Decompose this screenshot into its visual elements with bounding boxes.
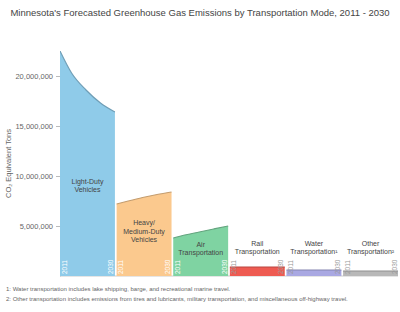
series-label-line: Transportation [178,249,223,257]
series-label-line: Air [196,241,205,248]
y-tick: 15,000,000 [15,122,60,131]
area-top-line [117,192,172,204]
x-tick-label: 2030 [164,259,171,274]
plot-marks [60,51,398,276]
x-tick-label: 2011 [61,260,68,274]
chart-svg: Minnesota's Forecasted Greenhouse Gas Em… [0,0,400,312]
series-label: RailTransportation [235,240,280,257]
y-tick-label: 5,000,000 [20,222,53,231]
y-axis-title: CO₂ Equivalent Tons [4,129,13,198]
series-label-line: Vehicles [74,186,101,193]
x-tick-label: 2030 [391,259,398,274]
series-label-line: Light-Duty [72,178,104,186]
x-tick-label: 2030 [334,259,341,274]
x-tick-label: 2030 [277,259,284,274]
series-label: WaterTransportation¹ [290,240,338,257]
area [117,192,172,276]
series-label-line: Transportation [235,248,280,256]
series-label-line: Rail [251,240,264,247]
x-tick-label: 2030 [221,259,228,274]
series-label-line: Water [305,240,324,247]
x-tick-label: 2030 [107,259,114,274]
y-tick: 20,000,000 [15,72,60,81]
y-tick-label: 20,000,000 [15,72,53,81]
y-tick: 10,000,000 [15,172,60,181]
series-label: AirTransportation [178,241,223,258]
y-axis: 5,000,000 10,000,000 15,000,000 20,000,000 [15,52,60,277]
plot-texts: Light-DutyVehicles20112030Heavy/Medium-D… [61,178,398,275]
x-tick-label: 2011 [344,260,351,274]
series-label: OtherTransportation² [347,240,395,257]
area [60,51,115,276]
footnote: 1: Water transportation includes lake sh… [6,286,231,292]
y-tick-mark [56,226,60,227]
area-top-line [173,226,228,238]
title: Minnesota's Forecasted Greenhouse Gas Em… [10,7,389,18]
x-tick-label: 2011 [287,260,294,274]
x-tick-label: 2011 [117,260,124,274]
y-tick: 5,000,000 [20,222,60,231]
chart-container: Minnesota's Forecasted Greenhouse Gas Em… [0,0,400,312]
y-tick-mark [56,76,60,77]
footnote: 2: Other transportation includes emissio… [6,296,348,302]
area [173,226,228,276]
series-label-line: Other [362,240,380,247]
series-label-line: Heavy/ [133,219,155,227]
series-label-line: Medium-Duty [123,228,165,236]
series-label-line: Vehicles [131,236,158,243]
series-label: Light-DutyVehicles [72,178,104,194]
y-tick-mark [56,126,60,127]
x-tick-label: 2011 [174,260,181,274]
x-tick-label: 2011 [230,260,237,274]
area-top-line [60,51,115,112]
series-label: Heavy/Medium-DutyVehicles [123,219,165,243]
y-tick-label: 15,000,000 [15,122,53,131]
series-label-line: Transportation¹ [290,248,338,256]
y-tick-mark [56,176,60,177]
y-tick-label: 10,000,000 [15,172,53,181]
series-label-line: Transportation² [347,248,395,256]
